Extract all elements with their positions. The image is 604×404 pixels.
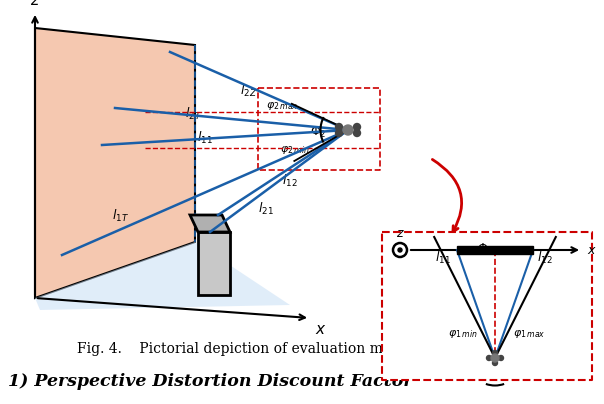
Text: $l_{1T}$: $l_{1T}$ (112, 208, 129, 224)
Circle shape (335, 124, 342, 130)
Text: $l_{12}$: $l_{12}$ (282, 173, 298, 189)
Circle shape (492, 351, 498, 356)
Text: $\Phi_2$: $\Phi_2$ (310, 125, 327, 140)
Text: $l_{11}$: $l_{11}$ (435, 250, 451, 266)
Circle shape (353, 130, 361, 137)
Circle shape (491, 354, 499, 362)
Text: $x$: $x$ (587, 244, 597, 257)
Circle shape (498, 356, 504, 360)
Polygon shape (35, 28, 195, 298)
Polygon shape (190, 215, 230, 232)
Text: $\Phi_1$: $\Phi_1$ (477, 242, 493, 257)
Text: $l_{2T}$: $l_{2T}$ (185, 106, 202, 122)
Text: $l_{12}$: $l_{12}$ (537, 250, 553, 266)
Circle shape (353, 124, 361, 130)
Bar (382, 232, 592, 380)
Text: $\varphi_{2\,max}$: $\varphi_{2\,max}$ (266, 100, 298, 112)
Text: $\varphi_{1\,max}$: $\varphi_{1\,max}$ (513, 328, 545, 340)
Text: $\varphi_{2\,min}$: $\varphi_{2\,min}$ (280, 144, 310, 156)
Text: Fig. 4.    Pictorial depiction of evaluation metric for a 3D space.: Fig. 4. Pictorial depiction of evaluatio… (77, 342, 527, 356)
Circle shape (398, 248, 402, 252)
Text: $z$: $z$ (396, 227, 405, 240)
Text: $\varphi_{1\,min}$: $\varphi_{1\,min}$ (448, 328, 478, 340)
Bar (457, 246, 533, 254)
Text: $l_{2Z}$: $l_{2Z}$ (240, 83, 257, 99)
Circle shape (486, 356, 492, 360)
Circle shape (492, 360, 498, 366)
Text: $z$: $z$ (30, 0, 40, 8)
Circle shape (335, 130, 342, 137)
Circle shape (343, 125, 353, 135)
Text: 1) Perspective Distortion Discount Factor: 1) Perspective Distortion Discount Facto… (8, 373, 413, 390)
Polygon shape (198, 232, 230, 295)
Text: $x$: $x$ (315, 322, 327, 337)
Text: $l_{11}$: $l_{11}$ (197, 130, 213, 146)
Polygon shape (35, 242, 290, 310)
Text: $l_{21}$: $l_{21}$ (258, 201, 274, 217)
